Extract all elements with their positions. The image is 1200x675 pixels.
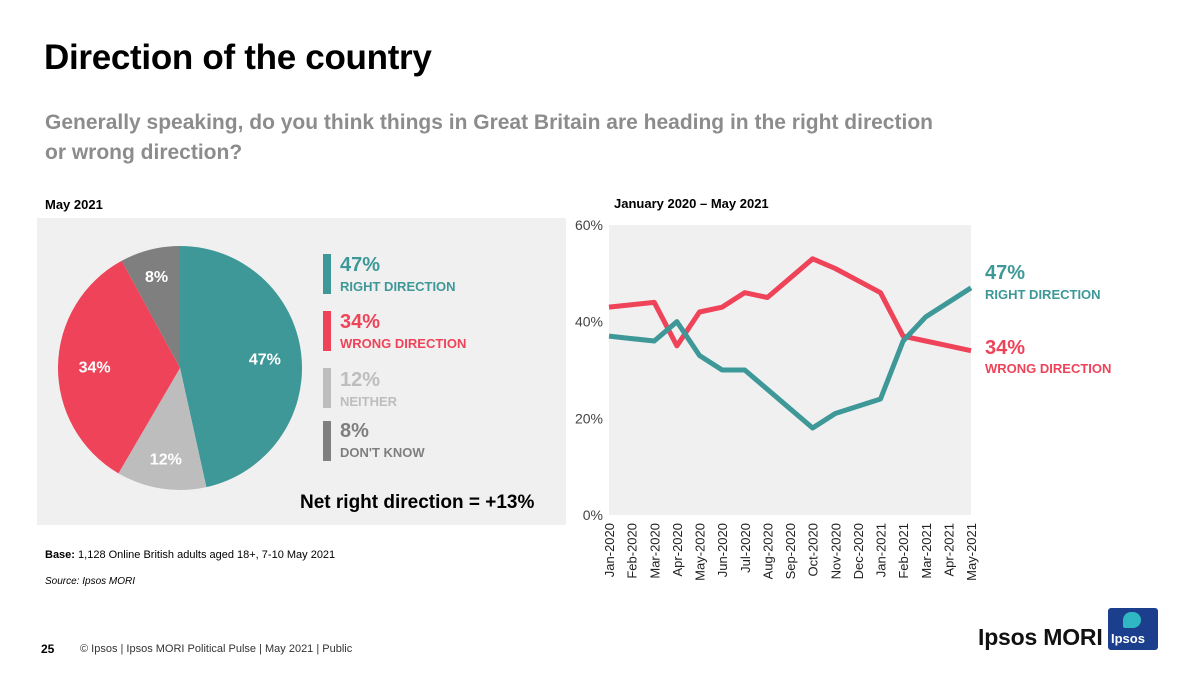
x-tick-label: Jan-2020 (602, 523, 617, 577)
legend-swatch-right (323, 254, 331, 294)
end-label-wrong: WRONG DIRECTION (985, 361, 1112, 376)
x-tick-label: Mar-2020 (647, 523, 662, 579)
x-tick-label: Jun-2020 (715, 523, 730, 577)
legend-label-neither: NEITHER (340, 394, 398, 409)
pie-slice-dontknow (121, 246, 180, 368)
legend-label-dontknow: DON'T KNOW (340, 445, 425, 460)
pie-slice-wrong (58, 260, 180, 474)
x-tick-label: Feb-2020 (625, 523, 640, 579)
ipsos-logo: Ipsos (1108, 608, 1158, 650)
line-panel (609, 225, 971, 515)
x-tick-label: May-2020 (693, 523, 708, 581)
line-wrong-direction (608, 256, 972, 354)
pie-chart: 47% 12% 34% 8% (58, 246, 302, 490)
pie-heading: May 2021 (45, 197, 103, 212)
page-number: 25 (41, 642, 55, 656)
y-tick-label: 0% (583, 507, 603, 523)
legend-swatch-dontknow (323, 421, 331, 461)
end-pct-right: 47% (985, 262, 1026, 284)
x-tick-label: Sep-2020 (783, 523, 798, 579)
legend-swatch-neither (323, 368, 331, 408)
legend-swatch-wrong (323, 311, 331, 351)
base-note: Base: 1,128 Online British adults aged 1… (45, 549, 335, 561)
pie-slice-neither (118, 368, 207, 490)
logo-text: Ipsos (1111, 631, 1145, 646)
legend-pct-right: 47% (340, 254, 381, 276)
legend-label-wrong: WRONG DIRECTION (340, 336, 467, 351)
base-note-label: Base: (45, 549, 75, 561)
y-tick-label: 60% (575, 217, 603, 233)
legend-pct-wrong: 34% (340, 311, 381, 333)
y-tick-label: 40% (575, 314, 603, 330)
pie-label-neither: 12% (150, 451, 182, 468)
base-note-text: 1,128 Online British adults aged 18+, 7-… (78, 549, 336, 561)
x-tick-label: Jan-2021 (874, 523, 889, 577)
x-tick-label: Mar-2021 (919, 523, 934, 579)
legend-pct-neither: 12% (340, 369, 381, 391)
x-tick-label: Jul-2020 (738, 523, 753, 573)
survey-question: Generally speaking, do you think things … (45, 111, 933, 164)
source-note: Source: Ipsos MORI (45, 576, 136, 587)
x-tick-label: Oct-2020 (806, 523, 821, 576)
end-label-right: RIGHT DIRECTION (985, 287, 1101, 302)
net-right-direction: Net right direction = +13% (300, 492, 535, 513)
x-tick-label: Aug-2020 (760, 523, 775, 579)
brand-name: Ipsos MORI (978, 624, 1103, 650)
pie-label-right: 47% (249, 352, 281, 369)
legend-pct-dontknow: 8% (340, 420, 369, 442)
x-tick-label: Feb-2021 (896, 523, 911, 579)
pie-slice-right (180, 246, 302, 488)
page-title: Direction of the country (44, 38, 432, 77)
speech-bubble-icon (1123, 612, 1141, 628)
y-tick-label: 20% (575, 410, 603, 426)
footer-text: © Ipsos | Ipsos MORI Political Pulse | M… (80, 643, 353, 655)
legend-label-right: RIGHT DIRECTION (340, 279, 456, 294)
x-tick-label: May-2021 (964, 523, 979, 581)
pie-panel: 47% 12% 34% 8% 47% RIGHT DIRECTION 34% WRON… (37, 218, 566, 525)
x-tick-label: Apr-2020 (670, 523, 685, 576)
end-pct-wrong: 34% (985, 337, 1026, 359)
line-right-direction (608, 285, 973, 431)
x-tick-label: Apr-2021 (941, 523, 956, 576)
x-tick-label: Nov-2020 (828, 523, 843, 579)
pie-label-dontknow: 8% (145, 269, 168, 286)
line-heading: January 2020 – May 2021 (614, 196, 769, 211)
pie-label-wrong: 34% (79, 360, 111, 377)
x-tick-label: Dec-2020 (851, 523, 866, 579)
